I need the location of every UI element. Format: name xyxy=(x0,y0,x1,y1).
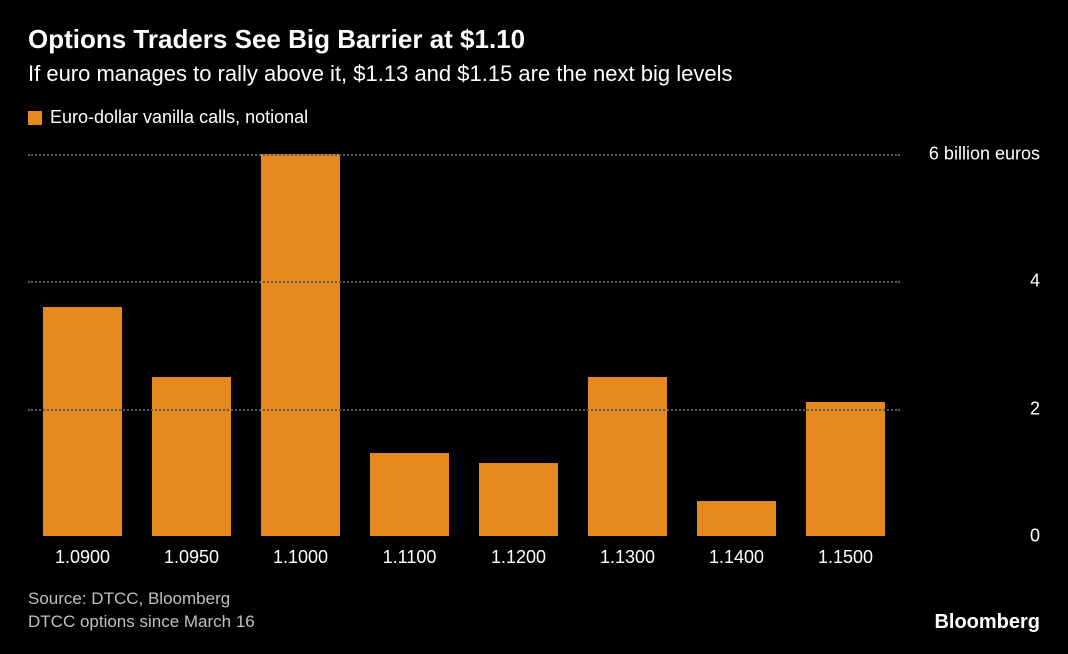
y-axis-label: 4 xyxy=(905,271,1040,292)
bar-slot xyxy=(791,154,900,536)
bar xyxy=(806,402,884,536)
chart-subtitle: If euro manages to rally above it, $1.13… xyxy=(28,61,1040,87)
bar-slot xyxy=(682,154,791,536)
x-axis-label: 1.1400 xyxy=(682,547,791,568)
y-axis-labels: 0246 billion euros xyxy=(905,154,1040,536)
bar-slot xyxy=(573,154,682,536)
bar xyxy=(370,453,448,536)
x-axis-label: 1.1300 xyxy=(573,547,682,568)
legend: Euro-dollar vanilla calls, notional xyxy=(28,107,1040,128)
x-axis-label: 1.1000 xyxy=(246,547,355,568)
bar xyxy=(479,463,557,536)
x-axis-label: 1.1100 xyxy=(355,547,464,568)
chart-area: 0246 billion euros 1.09001.09501.10001.1… xyxy=(28,146,1040,568)
bar xyxy=(43,307,121,536)
bar xyxy=(152,377,230,536)
chart-title: Options Traders See Big Barrier at $1.10 xyxy=(28,24,1040,55)
source-block: Source: DTCC, Bloomberg DTCC options sin… xyxy=(28,588,255,634)
gridline xyxy=(28,154,900,156)
source-line-1: Source: DTCC, Bloomberg xyxy=(28,588,255,611)
chart-footer: Source: DTCC, Bloomberg DTCC options sin… xyxy=(28,588,1040,634)
legend-swatch xyxy=(28,111,42,125)
x-axis-label: 1.0950 xyxy=(137,547,246,568)
bar-slot xyxy=(246,154,355,536)
x-axis-label: 1.0900 xyxy=(28,547,137,568)
gridline xyxy=(28,281,900,283)
source-line-2: DTCC options since March 16 xyxy=(28,611,255,634)
bar-slot xyxy=(137,154,246,536)
plot-area xyxy=(28,154,900,536)
x-axis-label: 1.1500 xyxy=(791,547,900,568)
y-axis-label: 0 xyxy=(905,526,1040,547)
x-axis-label: 1.1200 xyxy=(464,547,573,568)
gridline xyxy=(28,409,900,411)
chart-container: Options Traders See Big Barrier at $1.10… xyxy=(0,0,1068,654)
bar-slot xyxy=(464,154,573,536)
bar xyxy=(588,377,666,536)
bar-slot xyxy=(355,154,464,536)
bar xyxy=(261,154,339,536)
bars-row xyxy=(28,154,900,536)
bar-slot xyxy=(28,154,137,536)
brand-label: Bloomberg xyxy=(934,611,1040,634)
x-axis-labels: 1.09001.09501.10001.11001.12001.13001.14… xyxy=(28,547,900,568)
bar xyxy=(697,501,775,536)
y-axis-label: 2 xyxy=(905,398,1040,419)
legend-label: Euro-dollar vanilla calls, notional xyxy=(50,107,308,128)
y-axis-label: 6 billion euros xyxy=(905,144,1040,165)
